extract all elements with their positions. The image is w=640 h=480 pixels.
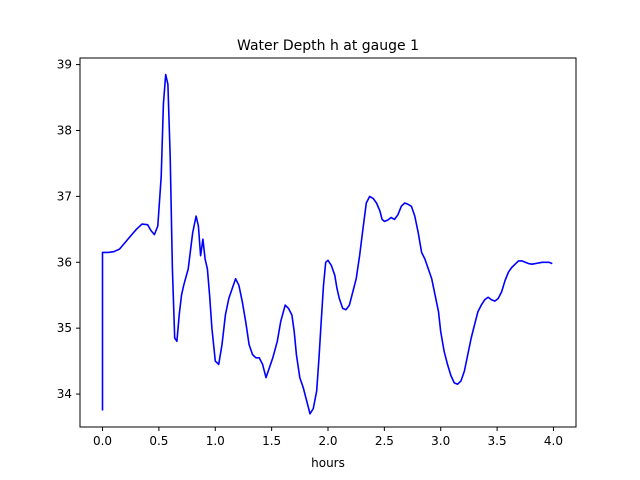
x-tick-label: 2.5 — [375, 434, 394, 448]
x-tick-label: 3.5 — [488, 434, 507, 448]
y-tick-label: 39 — [57, 58, 72, 72]
x-tick-label: 0.0 — [93, 434, 112, 448]
y-tick-label: 35 — [57, 321, 72, 335]
y-tick-label: 36 — [57, 255, 72, 269]
y-tick-label: 38 — [57, 123, 72, 137]
x-tick-label: 0.5 — [149, 434, 168, 448]
plot-frame — [79, 57, 577, 428]
x-tick-label: 1.0 — [206, 434, 225, 448]
x-axis-label: hours — [311, 456, 345, 470]
y-axis-ticks: 34 35 36 37 38 39 — [57, 58, 80, 401]
y-tick-label: 34 — [57, 387, 72, 401]
y-tick-label: 37 — [57, 189, 72, 203]
x-axis-ticks: 0.0 0.5 1.0 1.5 2.0 2.5 3.0 3.5 4.0 — [93, 427, 563, 448]
plot-background — [80, 58, 576, 427]
x-tick-label: 1.5 — [262, 434, 281, 448]
series-layer — [101, 73, 553, 415]
series-line-1 — [101, 73, 553, 415]
x-tick-label: 4.0 — [544, 434, 563, 448]
chart-title: Water Depth h at gauge 1 — [237, 38, 419, 54]
x-tick-label: 2.0 — [318, 434, 337, 448]
x-tick-label: 3.0 — [431, 434, 450, 448]
